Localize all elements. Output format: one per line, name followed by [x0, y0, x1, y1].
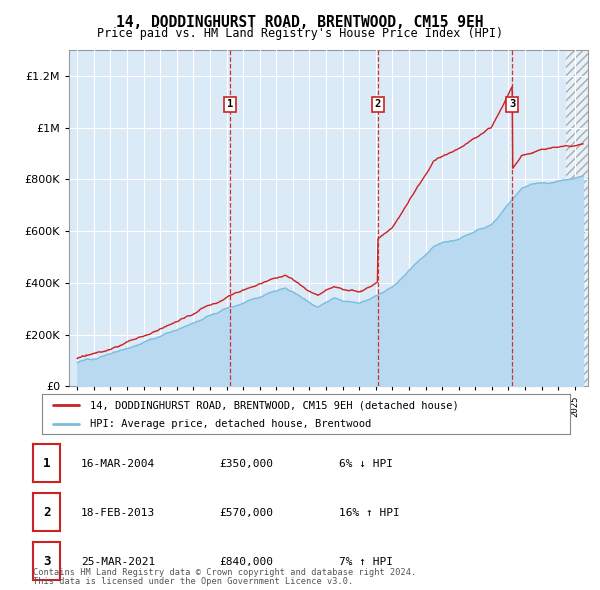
Text: 1: 1: [227, 100, 233, 110]
Text: 3: 3: [43, 555, 50, 568]
Text: £350,000: £350,000: [219, 459, 273, 468]
Text: 7% ↑ HPI: 7% ↑ HPI: [339, 557, 393, 566]
Text: 16-MAR-2004: 16-MAR-2004: [81, 459, 155, 468]
Bar: [566, 50, 588, 386]
Text: 16% ↑ HPI: 16% ↑ HPI: [339, 508, 400, 517]
Text: 1: 1: [43, 457, 50, 470]
Text: HPI: Average price, detached house, Brentwood: HPI: Average price, detached house, Bren…: [89, 419, 371, 430]
Text: 25-MAR-2021: 25-MAR-2021: [81, 557, 155, 566]
Bar: [566, 50, 588, 386]
Text: 6% ↓ HPI: 6% ↓ HPI: [339, 459, 393, 468]
Text: £840,000: £840,000: [219, 557, 273, 566]
Text: 14, DODDINGHURST ROAD, BRENTWOOD, CM15 9EH: 14, DODDINGHURST ROAD, BRENTWOOD, CM15 9…: [116, 15, 484, 30]
Text: This data is licensed under the Open Government Licence v3.0.: This data is licensed under the Open Gov…: [33, 577, 353, 586]
Text: 18-FEB-2013: 18-FEB-2013: [81, 508, 155, 517]
Text: 2: 2: [375, 100, 381, 110]
Text: 2: 2: [43, 506, 50, 519]
Text: Price paid vs. HM Land Registry's House Price Index (HPI): Price paid vs. HM Land Registry's House …: [97, 27, 503, 40]
Text: 14, DODDINGHURST ROAD, BRENTWOOD, CM15 9EH (detached house): 14, DODDINGHURST ROAD, BRENTWOOD, CM15 9…: [89, 401, 458, 411]
Text: £570,000: £570,000: [219, 508, 273, 517]
Text: 3: 3: [509, 100, 515, 110]
Text: Contains HM Land Registry data © Crown copyright and database right 2024.: Contains HM Land Registry data © Crown c…: [33, 568, 416, 577]
